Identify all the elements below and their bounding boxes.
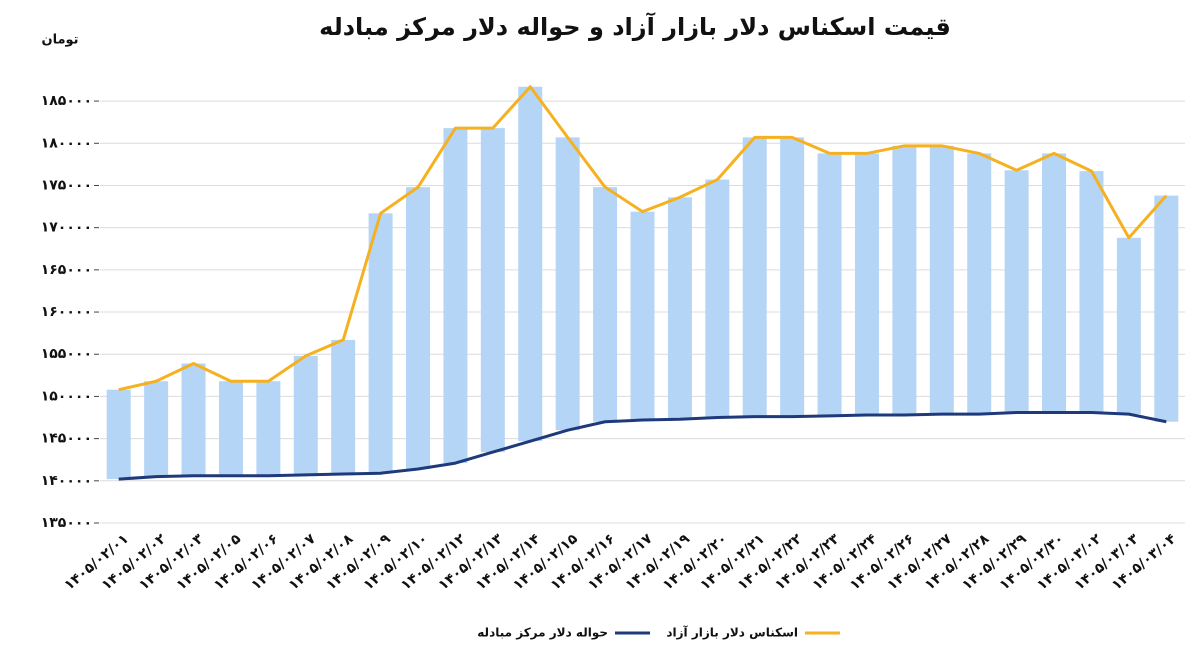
range-bar — [331, 339, 356, 475]
y-tick-label: ۱۷۵۰۰۰ — [41, 177, 92, 193]
range-bar — [630, 211, 655, 421]
range-bar — [256, 381, 281, 476]
series-line — [118, 85, 1168, 392]
range-bar — [293, 355, 318, 475]
range-bar — [817, 153, 842, 416]
unit-label: تومان — [41, 33, 78, 48]
range-bar — [929, 145, 954, 415]
y-tick-label: ۱۷۰۰۰۰ — [41, 220, 92, 236]
legend-label: حواله دلار مرکز مبادله — [477, 626, 608, 641]
range-bar — [1042, 153, 1067, 413]
range-bar — [181, 363, 206, 476]
y-tick-label: ۱۶۰۰۰۰ — [41, 304, 92, 320]
range-bar — [780, 137, 805, 417]
range-bar — [705, 179, 730, 418]
range-bar — [368, 213, 393, 474]
y-tick-label: ۱۸۵۰۰۰ — [41, 93, 92, 109]
range-bar — [1004, 170, 1029, 413]
range-bar — [1116, 237, 1141, 415]
series-line — [118, 410, 1167, 481]
range-bar — [518, 86, 543, 442]
range-bar — [106, 389, 131, 480]
range-bar — [443, 128, 468, 464]
range-bar — [480, 128, 505, 453]
y-tick-label: ۱۶۵۰۰۰ — [41, 262, 92, 278]
range-bar — [967, 153, 992, 415]
range-bar — [593, 187, 618, 422]
range-bar — [555, 137, 580, 431]
y-tick-label: ۱۳۵۰۰۰ — [41, 515, 92, 531]
range-bar — [218, 381, 243, 476]
chart-title: قیمت اسکناس دلار بازار آزاد و حواله دلار… — [319, 12, 951, 41]
y-tick-label: ۱۴۰۰۰۰ — [41, 473, 92, 489]
range-bar — [667, 197, 692, 420]
range-bar — [854, 153, 879, 415]
y-tick-label: ۱۵۵۰۰۰ — [41, 346, 92, 362]
y-tick-label: ۱۵۰۰۰۰ — [41, 388, 92, 404]
range-bar — [406, 187, 431, 469]
range-bar — [1079, 171, 1104, 413]
y-tick-label: ۱۸۰۰۰۰ — [41, 135, 92, 151]
legend-label: اسکناس دلار بازار آزاد — [666, 625, 798, 640]
y-tick-label: ۱۴۵۰۰۰ — [41, 431, 92, 447]
range-bar — [892, 145, 917, 415]
range-bar — [742, 137, 767, 417]
range-bar — [144, 381, 169, 477]
range-bar — [1154, 195, 1179, 422]
